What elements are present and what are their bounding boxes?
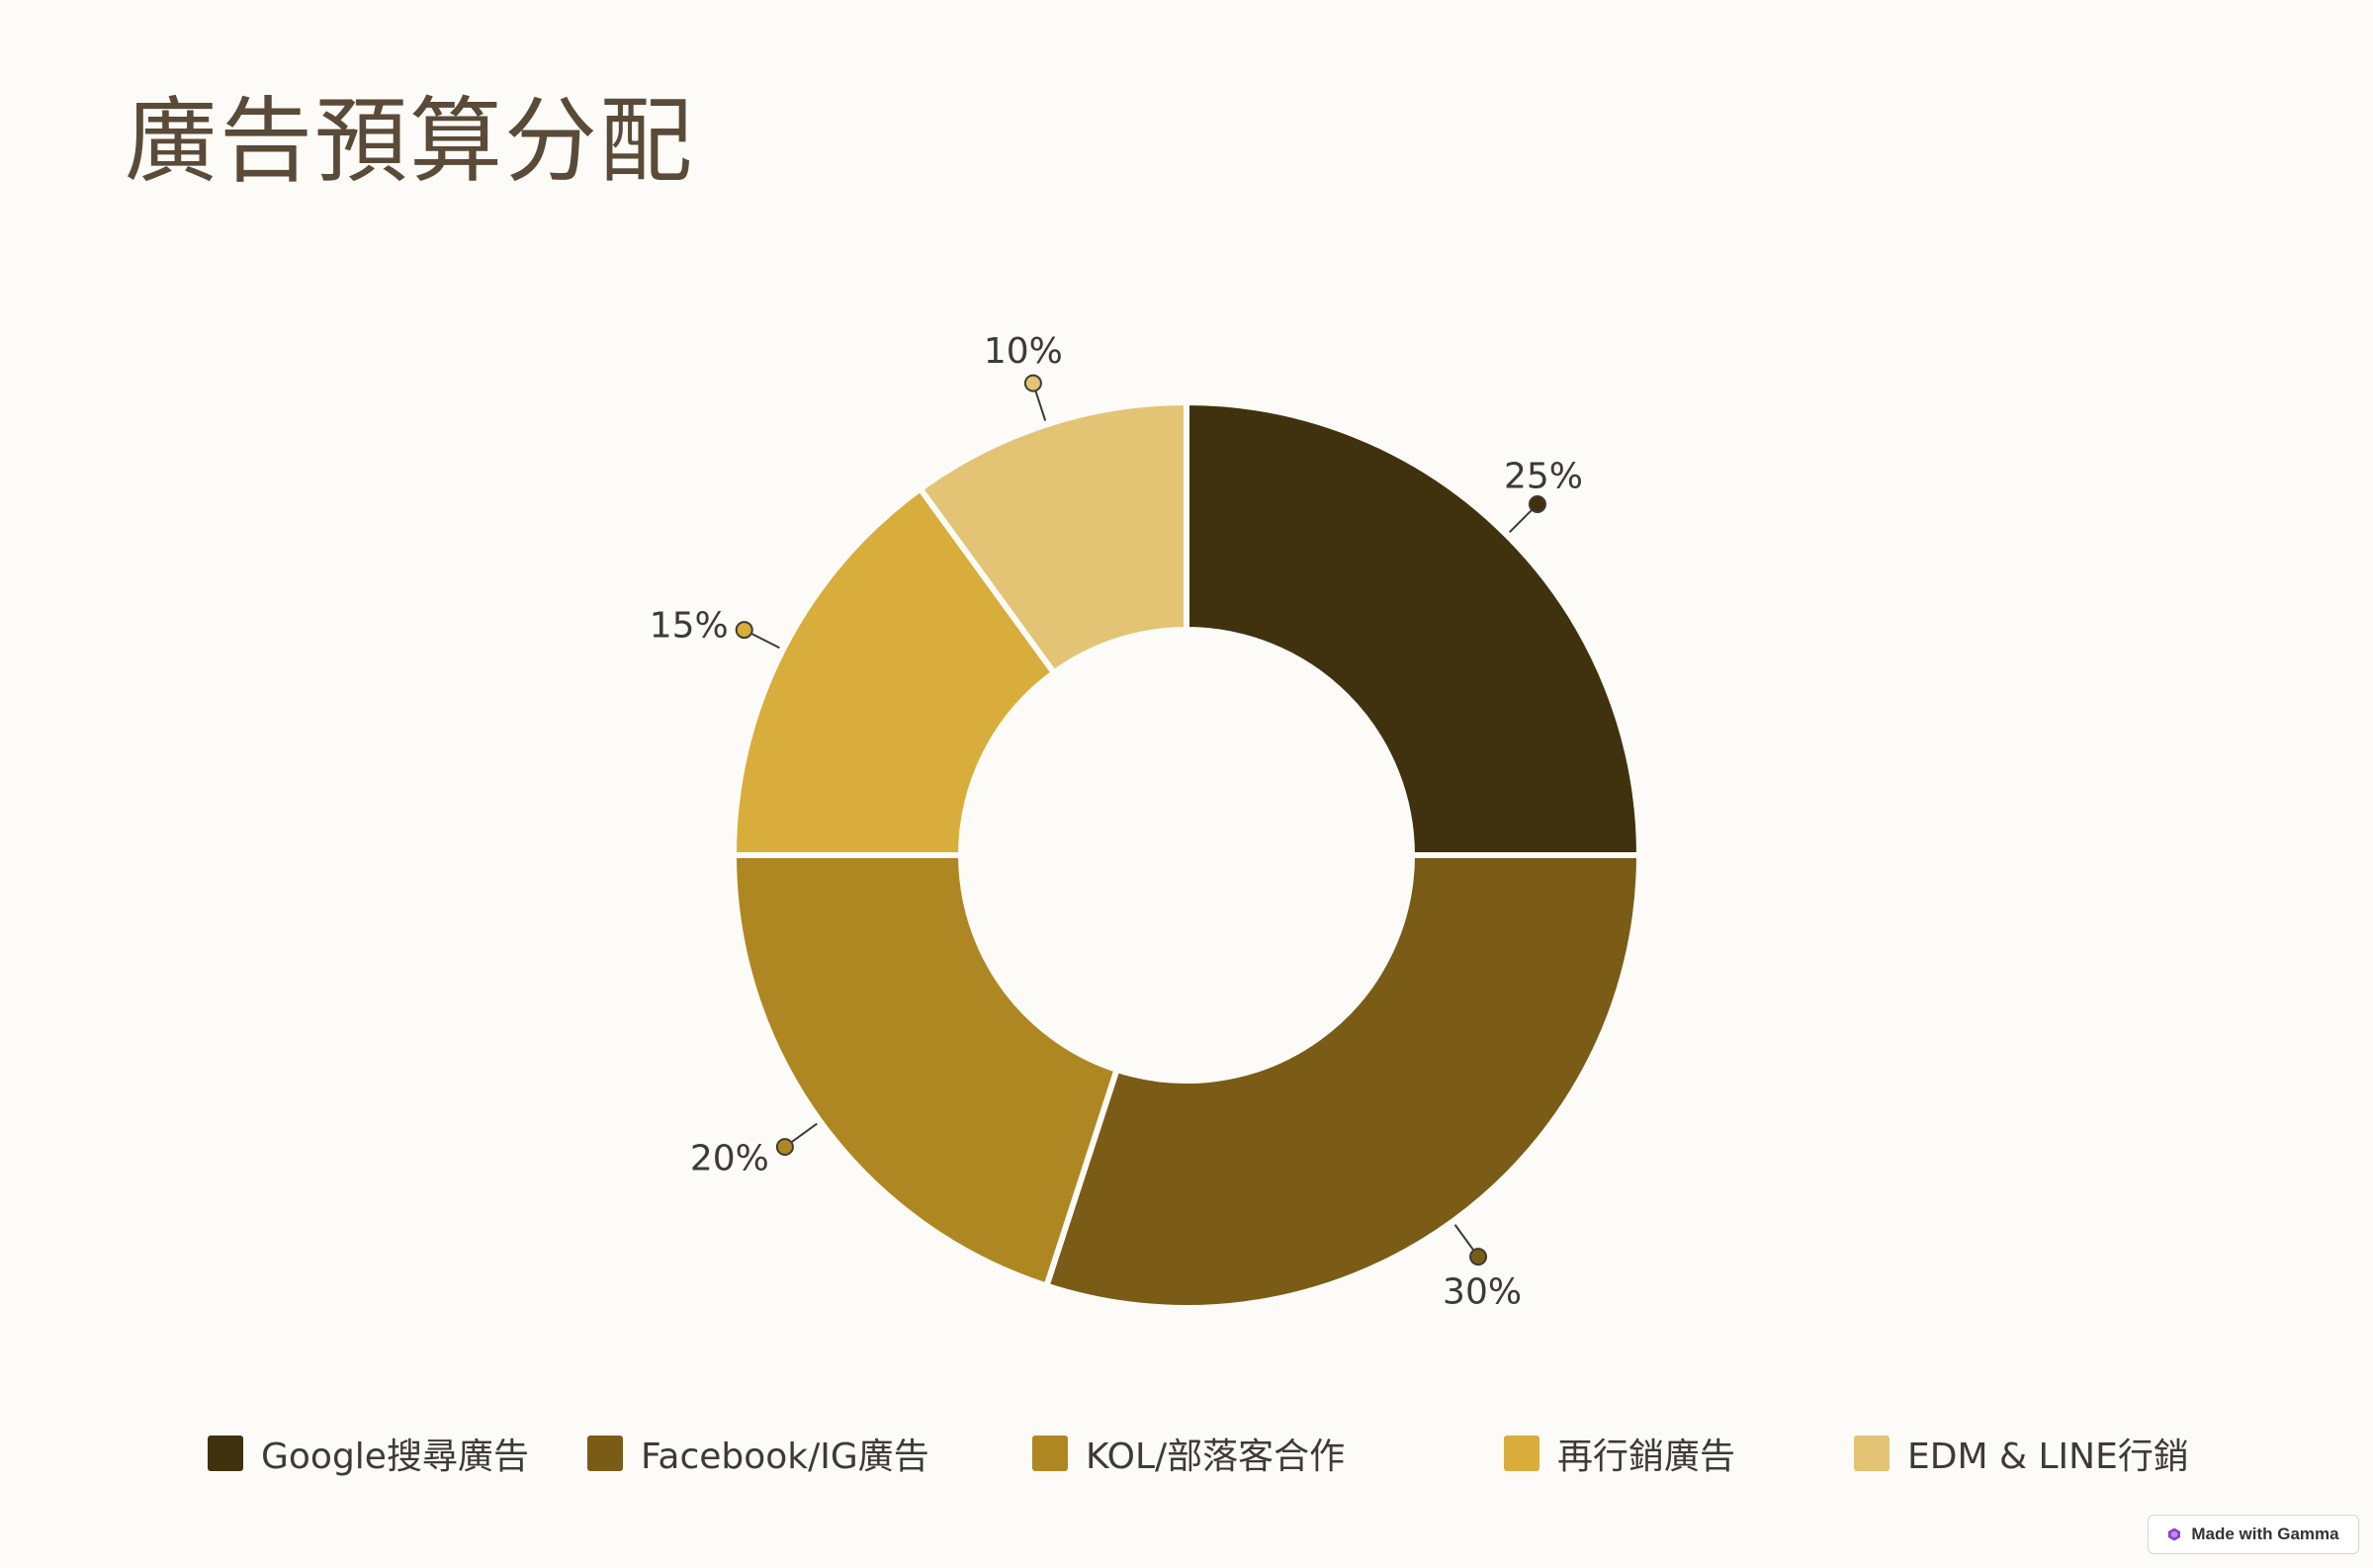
legend-swatch-google <box>208 1436 243 1471</box>
legend-label-edm-line: EDM & LINE行銷 <box>1907 1437 2189 1477</box>
leader-dot-facebook <box>1469 1248 1488 1266</box>
data-label-edm-line: 10% <box>984 331 1063 372</box>
leader-dot-retargeting <box>735 621 753 640</box>
gamma-logo-icon <box>2168 1527 2181 1541</box>
legend-swatch-retargeting <box>1504 1436 1539 1471</box>
page-title: 廣告預算分配 <box>125 88 695 196</box>
donut-slice-edm-line <box>916 398 1189 677</box>
legend-label-retargeting: 再行銷廣告 <box>1557 1437 1736 1477</box>
donut-slice-retargeting <box>730 484 1059 858</box>
legend-item-google: Google搜尋廣告 <box>208 1424 529 1483</box>
donut-slice-google <box>1184 398 1643 858</box>
leader-dot-edm-line <box>1023 374 1042 392</box>
legend-item-kol: KOL/部落客合作 <box>1032 1424 1345 1483</box>
legend-label-facebook: Facebook/IG廣告 <box>641 1437 929 1477</box>
legend-label-google: Google搜尋廣告 <box>261 1437 529 1477</box>
legend-swatch-edm-line <box>1854 1436 1890 1471</box>
chart-legend: Google搜尋廣告 Facebook/IG廣告 KOL/部落客合作 再行銷廣告… <box>0 1424 2373 1483</box>
made-with-gamma-badge[interactable]: Made with Gamma <box>2148 1515 2359 1554</box>
leader-dot-google <box>1528 495 1546 514</box>
badge-text: Made with Gamma <box>2191 1524 2339 1543</box>
data-label-kol: 20% <box>690 1139 769 1179</box>
donut-slice-kol <box>730 852 1121 1290</box>
legend-item-retargeting: 再行銷廣告 <box>1504 1424 1735 1483</box>
legend-item-edm-line: EDM & LINE行銷 <box>1854 1424 2189 1483</box>
legend-label-kol: KOL/部落客合作 <box>1086 1437 1346 1477</box>
donut-slice-facebook <box>1042 852 1643 1311</box>
data-label-google: 25% <box>1504 457 1583 497</box>
leader-dot-kol <box>775 1138 794 1157</box>
legend-item-facebook: Facebook/IG廣告 <box>587 1424 929 1483</box>
donut-chart: 25% 30% 20% 15% 10% <box>649 331 1643 1313</box>
legend-swatch-kol <box>1032 1436 1068 1471</box>
data-label-retargeting: 15% <box>650 606 729 647</box>
legend-swatch-facebook <box>587 1436 623 1471</box>
data-label-facebook: 30% <box>1443 1272 1522 1313</box>
